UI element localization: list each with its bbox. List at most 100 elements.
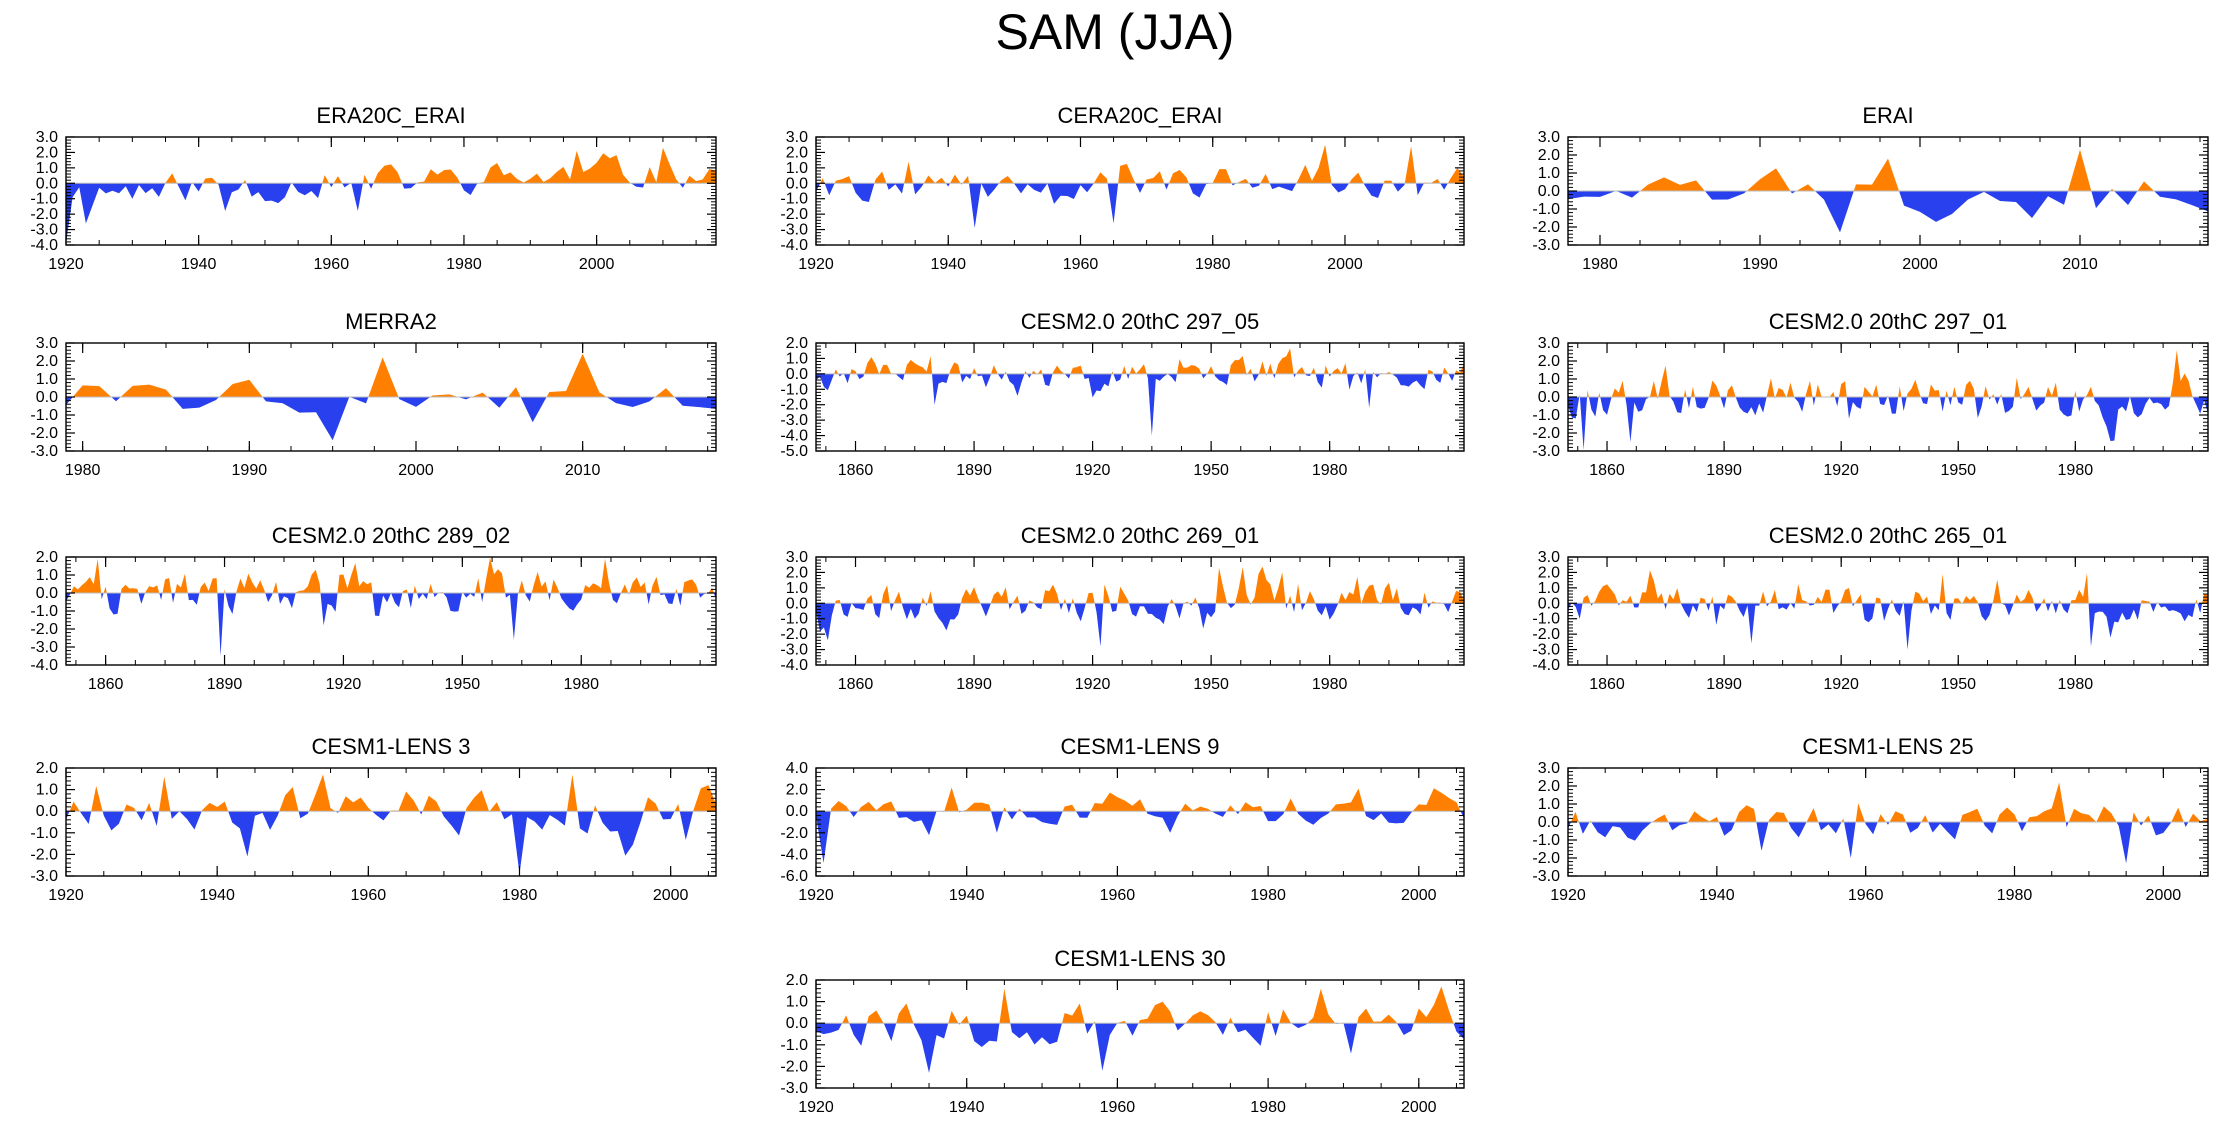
y-tick-label: 0.0 <box>1538 595 1560 612</box>
y-tick-label: 1.0 <box>1538 165 1560 182</box>
panel-title: ERA20C_ERAI <box>316 103 465 128</box>
chart-panel: CESM1-LENS 9 4.0 2.0 0.0 -2.0 -4.0 -6.0 1920 194… <box>780 734 1465 904</box>
y-tick-label: -1.0 <box>780 1037 808 1054</box>
y-tick-label: 2.0 <box>786 782 808 799</box>
x-tick-label: 1990 <box>1742 256 1778 273</box>
x-tick-label: 2000 <box>653 887 689 904</box>
y-tick-label: 2.0 <box>786 335 808 352</box>
x-tick-label: 1980 <box>1195 256 1231 273</box>
x-tick-label: 1980 <box>1997 887 2033 904</box>
negative-area <box>1568 603 2208 650</box>
x-tick-label: 2000 <box>1902 256 1938 273</box>
x-tick-label: 1980 <box>502 887 538 904</box>
y-tick-label: 1.0 <box>36 567 58 584</box>
y-tick-label: 3.0 <box>1538 549 1560 566</box>
y-tick-label: 2.0 <box>36 144 58 161</box>
y-tick-label: 2.0 <box>786 564 808 581</box>
x-tick-label: 2000 <box>1327 256 1363 273</box>
negative-area <box>1568 822 2208 864</box>
y-tick-label: -2.0 <box>780 397 808 414</box>
y-tick-label: 2.0 <box>786 972 808 989</box>
x-tick-label: 1860 <box>1589 462 1625 479</box>
y-tick-label: 0.0 <box>786 1015 808 1032</box>
y-tick-label: -2.0 <box>780 626 808 643</box>
y-tick-label: -1.0 <box>780 381 808 398</box>
y-tick-label: 3.0 <box>1538 335 1560 352</box>
x-tick-label: 1920 <box>1823 462 1859 479</box>
panel-frame <box>65 136 717 246</box>
panel-title: CESM2.0 20thC 269_01 <box>1021 523 1260 548</box>
positive-area <box>66 774 716 812</box>
chart-panel: CESM2.0 20thC 269_01 3.02.01.00.0-1.0-2.0… <box>780 523 1465 693</box>
y-tick-label: 4.0 <box>786 760 808 777</box>
y-tick-label: -3.0 <box>30 443 58 460</box>
y-tick-label: 2.0 <box>1538 353 1560 370</box>
y-tick-label: -3.0 <box>780 642 808 659</box>
x-tick-label: 1920 <box>1075 676 1111 693</box>
y-tick-label: 3.0 <box>36 335 58 352</box>
x-tick-label: 1960 <box>314 256 350 273</box>
y-tick-label: 0.0 <box>786 366 808 383</box>
negative-area <box>66 397 716 441</box>
negative-area <box>66 183 716 244</box>
x-tick-label: 2000 <box>579 256 615 273</box>
x-tick-label: 1920 <box>798 887 834 904</box>
y-tick-label: 0.0 <box>36 389 58 406</box>
y-tick-label: -5.0 <box>780 443 808 460</box>
y-tick-label: 1.0 <box>786 580 808 597</box>
y-tick-label: -4.0 <box>780 237 808 254</box>
panel-title: ERAI <box>1862 103 1913 128</box>
x-tick-label: 1860 <box>838 462 874 479</box>
y-tick-label: -1.0 <box>780 191 808 208</box>
x-tick-label: 1940 <box>181 256 217 273</box>
x-tick-label: 1980 <box>1582 256 1618 273</box>
x-tick-label: 1950 <box>1193 676 1229 693</box>
panel-frame <box>815 767 1465 877</box>
y-tick-label: 1.0 <box>786 994 808 1011</box>
negative-area <box>816 373 1464 436</box>
y-tick-label: -1.0 <box>30 407 58 424</box>
y-tick-label: 1.0 <box>36 371 58 388</box>
panel-title: CESM1-LENS 3 <box>312 734 471 759</box>
chart-panel: CERA20C_ERAI 3.02.01.00.0-1.0-2.0-3.0-4.0… <box>780 103 1465 273</box>
panel-title: CESM2.0 20thC 297_05 <box>1021 309 1260 334</box>
y-tick-label: -4.0 <box>780 657 808 674</box>
y-tick-label: 0.0 <box>36 585 58 602</box>
x-tick-label: 1890 <box>956 462 992 479</box>
y-tick-label: 1.0 <box>1538 796 1560 813</box>
x-tick-label: 1940 <box>930 256 966 273</box>
x-tick-label: 1980 <box>446 256 482 273</box>
y-tick-label: -2.0 <box>30 206 58 223</box>
x-tick-label: 1920 <box>1075 462 1111 479</box>
y-tick-label: -4.0 <box>30 657 58 674</box>
y-tick-label: -1.0 <box>30 191 58 208</box>
y-tick-label: 1.0 <box>786 160 808 177</box>
negative-area <box>1568 191 2208 233</box>
y-tick-label: -1.0 <box>1532 407 1560 424</box>
y-tick-label: 0.0 <box>1538 814 1560 831</box>
y-tick-label: 3.0 <box>1538 760 1560 777</box>
x-tick-label: 1940 <box>199 887 235 904</box>
y-tick-label: -2.0 <box>1532 425 1560 442</box>
positive-area <box>66 557 716 593</box>
panel-title: CESM2.0 20thC 297_01 <box>1769 309 2008 334</box>
chart-panel: CESM1-LENS 25 3.02.01.00.0-1.0-2.0-3.0 192… <box>1532 734 2209 904</box>
chart-panel: CESM1-LENS 3 2.0 1.0 0.0 -1.0 -2.0 -3.0 1920 194… <box>30 734 717 904</box>
x-tick-label: 1950 <box>445 676 481 693</box>
positive-area <box>1568 149 2208 191</box>
chart-panel: CESM2.0 20thC 297_05 2.01.00.0-1.0-2.0-3.… <box>780 309 1465 479</box>
y-tick-label: 1.0 <box>1538 371 1560 388</box>
positive-area <box>816 144 1464 184</box>
y-tick-label: -1.0 <box>30 603 58 620</box>
x-tick-label: 1860 <box>88 676 124 693</box>
y-tick-label: -3.0 <box>30 868 58 885</box>
x-tick-label: 2000 <box>1401 887 1437 904</box>
x-tick-label: 1890 <box>1706 462 1742 479</box>
chart-panel: CESM2.0 20thC 265_01 3.02.01.00.0-1.0-2.0… <box>1532 523 2209 693</box>
y-tick-label: 0.0 <box>1538 183 1560 200</box>
x-tick-label: 1980 <box>1250 1099 1286 1116</box>
positive-area <box>816 348 1464 374</box>
positive-area <box>1568 350 2208 397</box>
y-tick-label: -6.0 <box>780 868 808 885</box>
panel-title: CERA20C_ERAI <box>1057 103 1222 128</box>
